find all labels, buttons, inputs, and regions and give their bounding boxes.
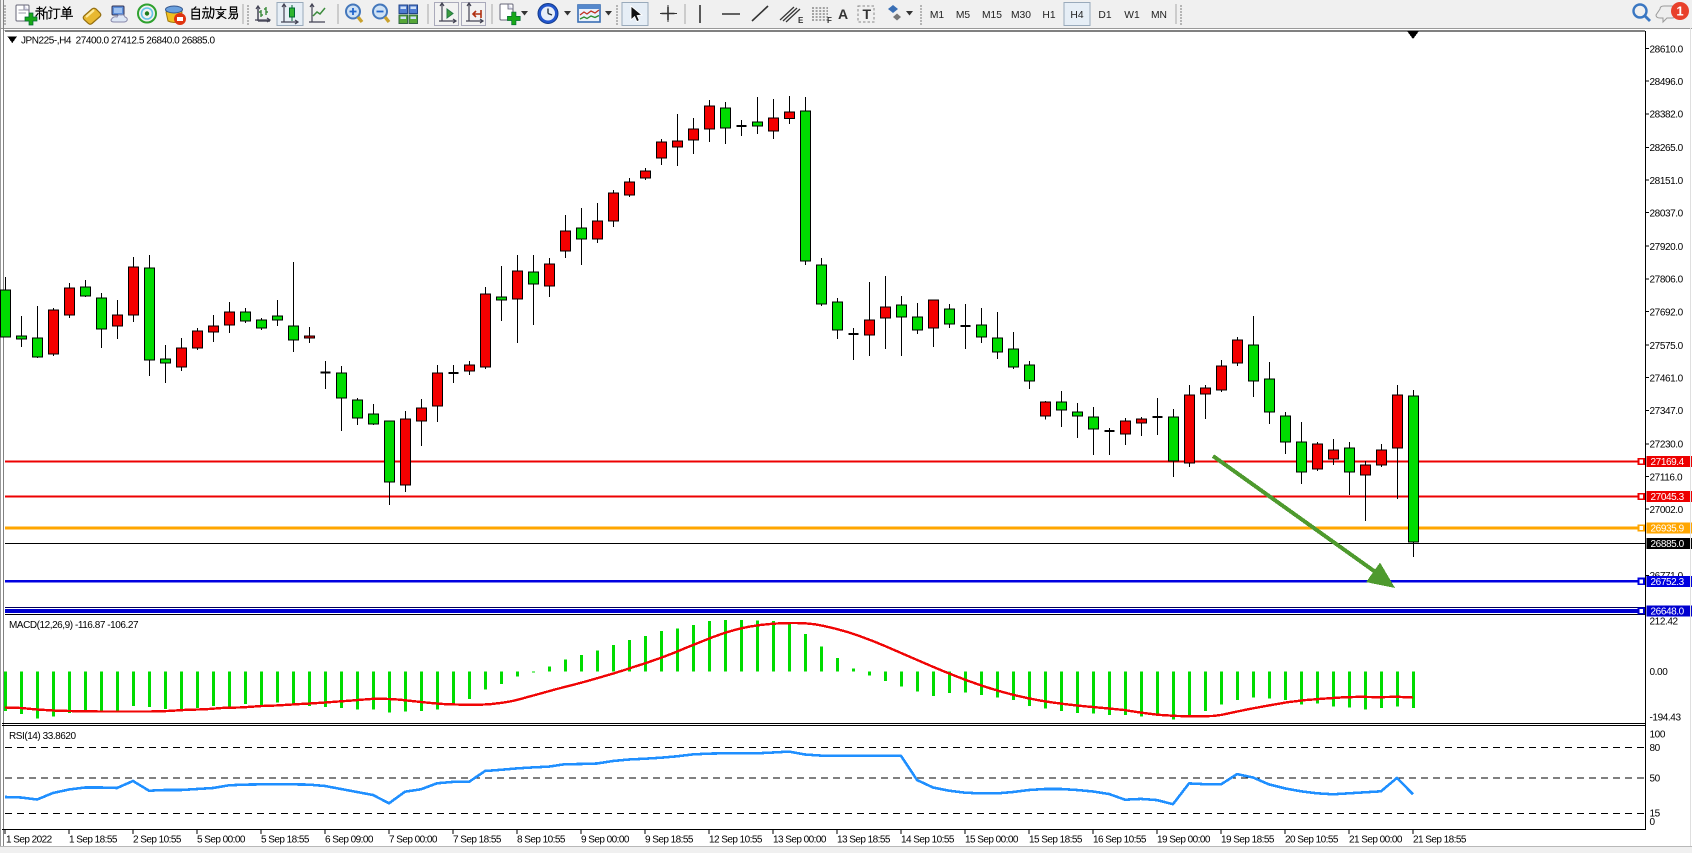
svg-text:13 Sep 18:55: 13 Sep 18:55 <box>837 835 891 846</box>
svg-text:26885.0: 26885.0 <box>1651 539 1685 550</box>
svg-text:W1: W1 <box>1124 10 1140 21</box>
svg-text:RSI(14) 33.8620: RSI(14) 33.8620 <box>9 731 77 742</box>
svg-text:12 Sep 10:55: 12 Sep 10:55 <box>709 835 763 846</box>
svg-text:E: E <box>798 16 804 25</box>
svg-text:1 Sep 18:55: 1 Sep 18:55 <box>69 835 118 846</box>
svg-text:0.00: 0.00 <box>1650 667 1669 678</box>
svg-text:1: 1 <box>1676 4 1683 19</box>
svg-text:13 Sep 00:00: 13 Sep 00:00 <box>773 835 827 846</box>
svg-text:27920.0: 27920.0 <box>1650 242 1684 253</box>
svg-text:20 Sep 10:55: 20 Sep 10:55 <box>1285 835 1339 846</box>
svg-text:28610.0: 28610.0 <box>1650 44 1684 55</box>
svg-text:0: 0 <box>1650 817 1656 828</box>
svg-text:27169.4: 27169.4 <box>1651 457 1685 468</box>
svg-text:8 Sep 10:55: 8 Sep 10:55 <box>517 835 566 846</box>
svg-text:50: 50 <box>1650 774 1661 785</box>
svg-text:H1: H1 <box>1042 10 1055 21</box>
svg-text:15 Sep 00:00: 15 Sep 00:00 <box>965 835 1019 846</box>
svg-text:28037.0: 28037.0 <box>1650 209 1684 220</box>
svg-text:27461.0: 27461.0 <box>1650 374 1684 385</box>
svg-text:26752.3: 26752.3 <box>1651 577 1685 588</box>
svg-text:21 Sep 00:00: 21 Sep 00:00 <box>1349 835 1403 846</box>
svg-text:9 Sep 18:55: 9 Sep 18:55 <box>645 835 694 846</box>
svg-text:JPN225-,H4 27400.0 27412.5 26: JPN225-,H4 27400.0 27412.5 26840.0 26885… <box>21 36 215 47</box>
svg-text:28496.0: 28496.0 <box>1650 77 1684 88</box>
svg-text:7 Sep 18:55: 7 Sep 18:55 <box>453 835 502 846</box>
svg-text:28382.0: 28382.0 <box>1650 110 1684 121</box>
svg-text:80: 80 <box>1650 743 1661 754</box>
svg-text:6 Sep 09:00: 6 Sep 09:00 <box>325 835 374 846</box>
svg-text:F: F <box>827 16 832 25</box>
svg-text:27692.0: 27692.0 <box>1650 307 1684 318</box>
svg-text:M1: M1 <box>930 10 945 21</box>
svg-text:MN: MN <box>1151 10 1167 21</box>
svg-text:27116.0: 27116.0 <box>1650 472 1683 483</box>
svg-text:27575.0: 27575.0 <box>1650 341 1684 352</box>
svg-text:14 Sep 10:55: 14 Sep 10:55 <box>901 835 955 846</box>
svg-text:H4: H4 <box>1070 10 1083 21</box>
svg-text:MACD(12,26,9) -116.87 -106.27: MACD(12,26,9) -116.87 -106.27 <box>9 620 139 631</box>
svg-text:A: A <box>838 6 848 22</box>
svg-text:-194.43: -194.43 <box>1650 712 1682 723</box>
svg-text:16 Sep 10:55: 16 Sep 10:55 <box>1093 835 1147 846</box>
svg-text:5 Sep 18:55: 5 Sep 18:55 <box>261 835 310 846</box>
svg-text:28265.0: 28265.0 <box>1650 143 1684 154</box>
svg-text:15: 15 <box>1650 808 1661 819</box>
svg-text:M30: M30 <box>1011 10 1031 21</box>
svg-text:19 Sep 18:55: 19 Sep 18:55 <box>1221 835 1275 846</box>
svg-text:15 Sep 18:55: 15 Sep 18:55 <box>1029 835 1083 846</box>
svg-text:27002.0: 27002.0 <box>1650 505 1684 516</box>
svg-text:212.42: 212.42 <box>1650 616 1679 627</box>
svg-text:27045.3: 27045.3 <box>1651 492 1685 503</box>
svg-text:M5: M5 <box>956 10 971 21</box>
svg-text:19 Sep 00:00: 19 Sep 00:00 <box>1157 835 1211 846</box>
svg-text:27347.0: 27347.0 <box>1650 406 1684 417</box>
svg-text:27806.0: 27806.0 <box>1650 275 1684 286</box>
svg-text:21 Sep 18:55: 21 Sep 18:55 <box>1413 835 1467 846</box>
svg-text:26648.0: 26648.0 <box>1651 607 1685 618</box>
svg-text:7 Sep 00:00: 7 Sep 00:00 <box>389 835 438 846</box>
svg-text:27230.0: 27230.0 <box>1650 440 1684 451</box>
svg-text:26935.9: 26935.9 <box>1651 524 1685 535</box>
svg-text:9 Sep 00:00: 9 Sep 00:00 <box>581 835 630 846</box>
svg-text:T: T <box>863 6 872 22</box>
svg-text:1 Sep 2022: 1 Sep 2022 <box>6 835 53 846</box>
svg-text:28151.0: 28151.0 <box>1650 176 1684 187</box>
svg-text:D1: D1 <box>1098 10 1111 21</box>
svg-text:100: 100 <box>1650 729 1666 740</box>
svg-text:5 Sep 00:00: 5 Sep 00:00 <box>197 835 246 846</box>
svg-text:2 Sep 10:55: 2 Sep 10:55 <box>133 835 182 846</box>
svg-text:M15: M15 <box>982 10 1002 21</box>
